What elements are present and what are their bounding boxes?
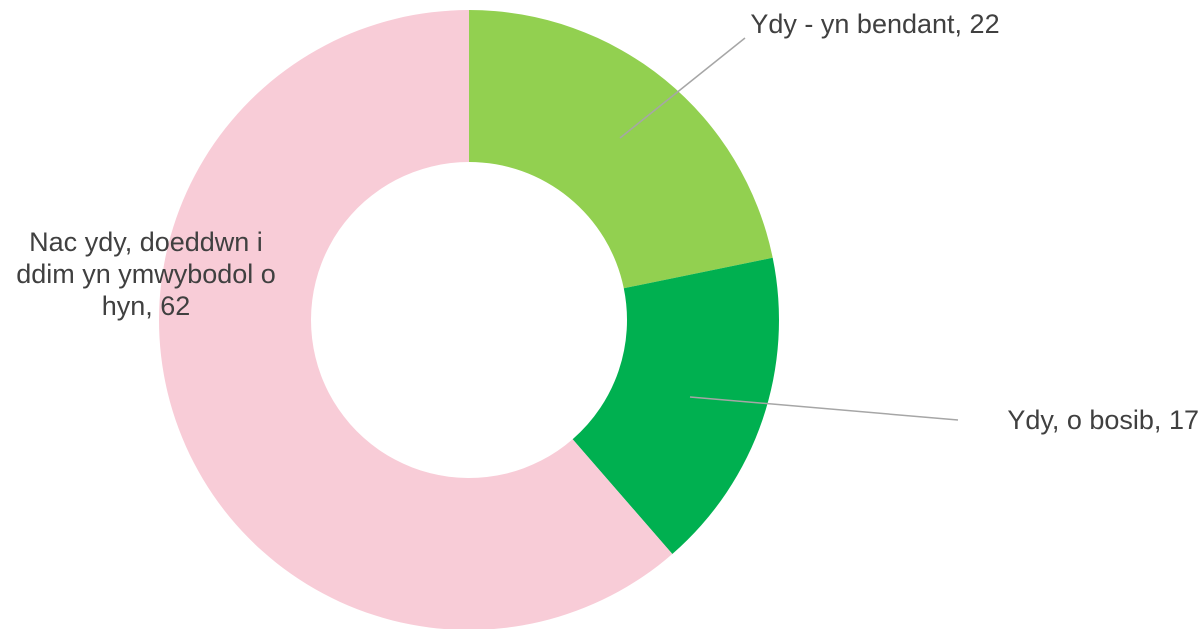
leader-line [689, 396, 959, 421]
slice [572, 257, 779, 554]
data-label: Ydy, o bosib, 17 [955, 404, 1199, 436]
label-name: Ydy - yn bendant, [750, 9, 963, 39]
label-value: 17 [1168, 405, 1199, 435]
label-name: Ydy, o bosib, [1007, 405, 1162, 435]
data-label: Ydy - yn bendant, 22 [740, 8, 1010, 40]
label-value: 22 [969, 9, 1000, 39]
label-value: 62 [160, 291, 191, 321]
label-name: Nac ydy, doeddwn i ddim yn ymwybodol o h… [16, 227, 276, 321]
leader-line [619, 37, 746, 139]
slices [159, 10, 779, 629]
data-label: Nac ydy, doeddwn i ddim yn ymwybodol o h… [6, 226, 286, 322]
slice [469, 10, 773, 289]
slice [159, 10, 673, 629]
